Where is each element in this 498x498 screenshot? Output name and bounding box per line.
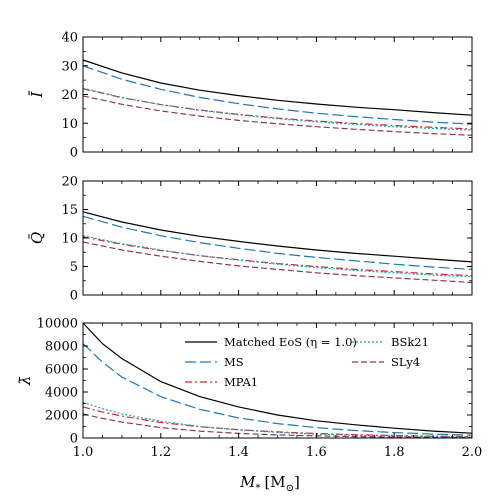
x-tick-label: 1.0: [73, 445, 94, 460]
y-tick-label: 30: [61, 59, 78, 74]
series-line-bsk21: [82, 87, 473, 131]
x-axis-label-main: M: [239, 473, 256, 491]
x-axis-label-unit: [M: [264, 473, 285, 491]
series-line-mpa1: [82, 236, 473, 277]
x-tick-label: 1.2: [150, 445, 171, 460]
y-tick-label: 10000: [37, 317, 78, 332]
legend-label: Matched EoS (η = 1.0): [224, 335, 357, 349]
legend: Matched EoS (η = 1.0) MS MPA1 BSk21 SLy4: [185, 335, 429, 389]
series-line-matched: [82, 211, 473, 263]
legend-label: MS: [224, 355, 244, 369]
y-axis-label: Q̄: [28, 232, 46, 244]
y-tick-label: 0: [70, 289, 78, 304]
x-axis-label-unit-sub: ⊙: [286, 483, 294, 494]
legend-label: SLy4: [391, 355, 420, 369]
series-line-sly4: [82, 95, 473, 136]
x-tick-label: 1.8: [384, 445, 405, 460]
y-tick-label: 6000: [45, 363, 78, 378]
legend-label: MPA1: [224, 375, 258, 389]
x-tick-label: 1.4: [228, 445, 249, 460]
legend-label: BSk21: [391, 335, 429, 349]
y-tick-label: 8000: [45, 340, 78, 355]
series-line-ms: [82, 215, 473, 270]
y-axis-label: Ī: [28, 90, 46, 98]
series-line-ms: [82, 343, 473, 436]
x-tick-label: 2.0: [462, 445, 483, 460]
y-tick-label: 0: [70, 146, 78, 161]
panel-lambda: 0 2000 4000 6000 8000 10000 1.0 1.2 1.4 1.6 1.8 2.0…: [16, 317, 482, 461]
x-axis-label-sub: *: [255, 483, 260, 494]
series-line-matched: [82, 59, 473, 116]
x-axis-label-close: ]: [294, 473, 300, 491]
y-tick-label: 2000: [45, 409, 78, 424]
svg-text:M*[M⊙]: M* [M⊙]: [239, 473, 300, 494]
y-tick-label: 4000: [45, 386, 78, 401]
x-axis-label: M* [M⊙]: [239, 473, 300, 494]
panel-Q: 0 5 10 15 20 Q̄: [28, 175, 473, 304]
series-line-matched: [82, 322, 473, 434]
series-line-sly4: [82, 413, 473, 439]
y-tick-label: 15: [61, 203, 78, 218]
y-axis-label: λ̄: [16, 376, 34, 387]
y-tick-label: 5: [70, 260, 78, 275]
x-tick-label: 1.6: [306, 445, 327, 460]
axes-frame: [82, 180, 473, 296]
y-tick-label: 10: [61, 117, 78, 132]
series-line-bsk21: [82, 235, 473, 278]
y-tick-label: 10: [61, 232, 78, 247]
axes-frame: [82, 36, 473, 153]
y-tick-label: 20: [61, 175, 78, 190]
panel-I: 0 10 20 30 40 Ī: [28, 31, 473, 161]
y-tick-label: 0: [70, 432, 78, 447]
y-tick-label: 40: [61, 31, 78, 46]
y-tick-label: 20: [61, 88, 78, 103]
series-line-ms: [82, 65, 473, 125]
series-line-sly4: [82, 241, 473, 284]
series-line-bsk21: [82, 401, 473, 438]
